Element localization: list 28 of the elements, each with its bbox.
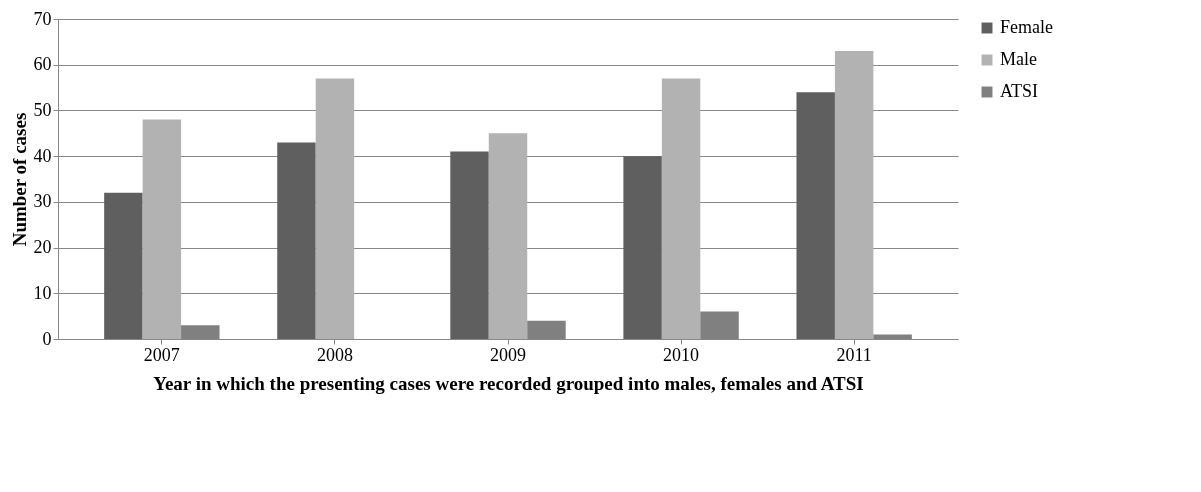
y-tick-label: 40 [33,145,52,166]
legend-label: Male [1000,49,1037,69]
legend-label: Female [1000,17,1053,37]
y-tick-label: 10 [33,282,52,303]
y-tick-label: 0 [42,328,52,349]
y-tick-label: 30 [33,191,52,212]
x-tick-label: 2008 [316,344,353,365]
bar [450,151,489,339]
y-tick-label: 20 [33,237,52,258]
bar [834,51,874,339]
x-tick-label: 2010 [663,344,700,365]
x-tick-label: 2009 [490,344,526,365]
legend-label: ATSI [1000,81,1039,101]
y-axis-title: Number of cases [8,112,30,247]
bar [315,78,355,339]
bar [796,92,835,339]
y-tick-label: 50 [33,99,52,120]
x-axis-title: Year in which the presenting cases were recorded grouped into males, females and ATSI [153,372,864,394]
x-tick-label: 2011 [836,344,872,365]
x-tick-label: 2007 [143,344,180,365]
y-tick-label: 70 [33,8,52,29]
bar [142,119,182,339]
bar [104,192,143,339]
bar [488,133,528,339]
bar [661,78,701,339]
bar [277,142,316,339]
bar [623,156,662,339]
y-tick-label: 60 [33,54,52,75]
